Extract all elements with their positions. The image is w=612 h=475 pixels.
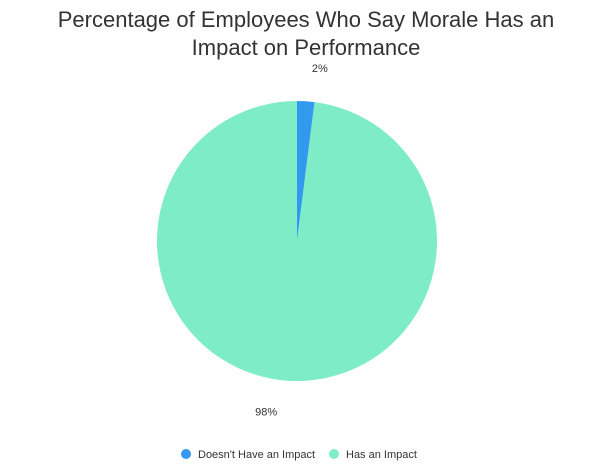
legend-label: Has an Impact xyxy=(346,449,417,461)
pie-slice xyxy=(297,101,315,241)
data-label: 98% xyxy=(255,407,277,419)
legend-marker xyxy=(329,449,339,459)
legend-marker xyxy=(181,449,191,459)
legend-label: Doesn't Have an Impact xyxy=(198,449,315,461)
data-label: 2% xyxy=(312,63,328,75)
pie-slice xyxy=(156,101,437,381)
chart-title: Percentage of Employees Who Say Morale H… xyxy=(57,7,555,60)
